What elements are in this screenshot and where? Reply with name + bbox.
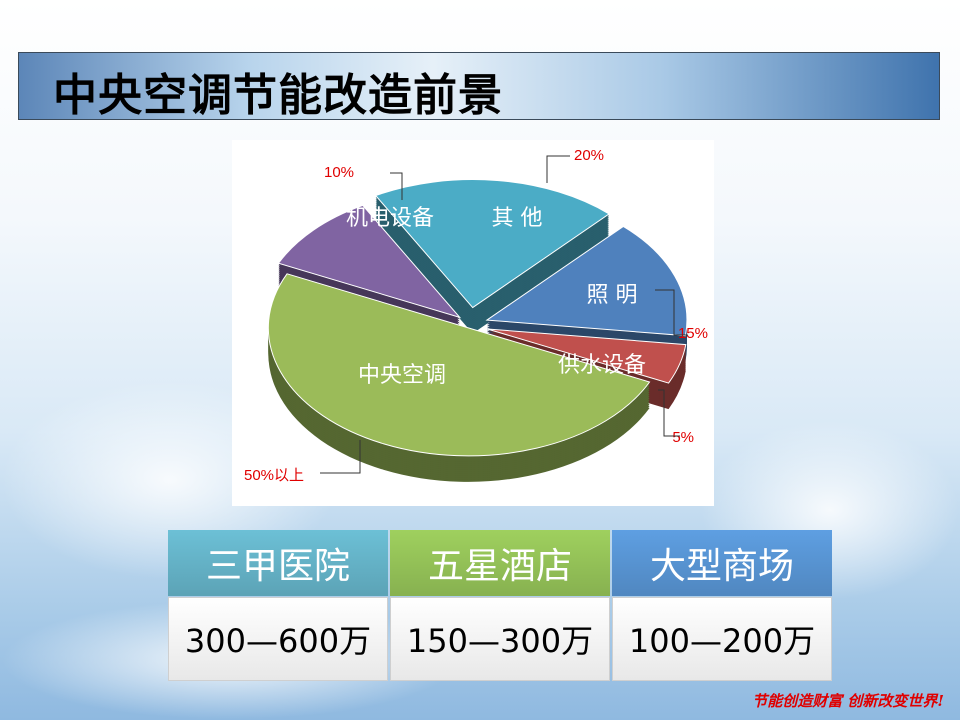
table-cell-1: 150—300万 xyxy=(390,597,610,681)
pie-slice-label: 其 他 xyxy=(492,206,543,231)
pie-chart-svg: 中央空调 50%以上 机电设备 10% 其 他 20% 照 明 15% 供水设备 5% xyxy=(244,147,708,484)
pie-data-label: 20% xyxy=(574,147,604,164)
pie-data-label: 15% xyxy=(678,325,708,342)
table-cell-2: 100—200万 xyxy=(612,597,832,681)
leader-line xyxy=(390,172,403,200)
pie-slice xyxy=(277,204,462,319)
table-cell-0: 300—600万 xyxy=(168,597,388,681)
pie-slice xyxy=(267,273,651,457)
pie-chart: 中央空调 50%以上 机电设备 10% 其 他 20% 照 明 15% 供水设备 5% xyxy=(232,140,714,506)
table-header-1: 五星酒店 xyxy=(390,530,610,596)
table-header-0: 三甲医院 xyxy=(168,530,388,596)
leader-line xyxy=(658,389,680,437)
table-header-2: 大型商场 xyxy=(612,530,832,596)
pie-slice xyxy=(485,225,688,337)
leader-line xyxy=(320,440,361,474)
pie-data-label: 5% xyxy=(672,429,694,446)
pie-slice-label: 供水设备 xyxy=(558,353,646,378)
pie-slice-label: 照 明 xyxy=(587,283,638,308)
pie-slice xyxy=(374,179,611,309)
title-bar: 中央空调节能改造前景 xyxy=(18,52,940,121)
pie-slice-label: 中央空调 xyxy=(358,363,446,388)
leader-line xyxy=(655,289,688,336)
pie-data-label: 50%以上 xyxy=(244,467,304,484)
pie-slice-label: 机电设备 xyxy=(346,206,434,231)
slogan: 节能创造财富 创新改变世界! xyxy=(752,692,944,710)
pie-slice xyxy=(487,328,687,384)
pie-data-label: 10% xyxy=(324,164,354,181)
leader-line xyxy=(546,155,570,183)
page-title: 中央空调节能改造前景 xyxy=(53,70,503,121)
